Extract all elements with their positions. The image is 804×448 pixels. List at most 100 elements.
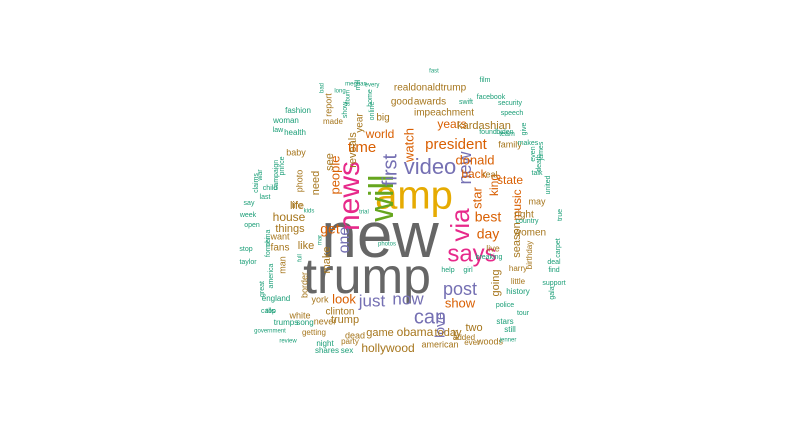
word-world: world [365, 127, 395, 141]
word-girl: girl [463, 267, 473, 274]
word-kardashian: kardashian [457, 120, 511, 132]
word-calls: calls [261, 308, 276, 315]
word-new: new [321, 199, 439, 271]
word-security: security [498, 100, 523, 107]
word-made: made [323, 117, 344, 126]
word-today: today [435, 327, 462, 339]
word-woman: woman [272, 116, 299, 125]
word-support: support [542, 280, 565, 287]
word-trial: trial [359, 210, 369, 216]
word-man: man [277, 256, 287, 274]
word-realdonaldtrump: realdonaldtrump [394, 83, 467, 94]
word-shares: shares [315, 346, 339, 355]
word-mill: mill [355, 79, 362, 90]
word-love: love [432, 312, 448, 338]
word-party: party [341, 337, 359, 346]
word-say: say [244, 200, 255, 207]
word-america: america [268, 263, 275, 288]
word-report: report [323, 93, 333, 117]
word-things: things [275, 223, 305, 235]
word-show: show [342, 101, 349, 118]
word-child: child [263, 185, 278, 192]
word-deal: deal [547, 259, 561, 266]
word-need: need [310, 171, 322, 195]
word-two: two [465, 322, 482, 334]
word-show: show [445, 295, 476, 310]
word-good: good [391, 97, 413, 108]
word-former: former [265, 236, 272, 257]
word-state: state [497, 173, 523, 187]
word-photos: photos [378, 242, 396, 248]
word-awards: awards [414, 97, 446, 108]
word-via: via [445, 208, 475, 242]
word-talk: talk [532, 170, 543, 177]
word-dead: dead [345, 330, 365, 340]
word-reveals: reveals [347, 132, 359, 168]
word-last: last [260, 194, 271, 201]
word-trump: trump [303, 248, 431, 304]
word-set: set [451, 329, 460, 340]
word-night: night [316, 339, 334, 348]
word-family: family [498, 139, 522, 149]
word-white: white [288, 310, 310, 320]
word-team: team [499, 131, 515, 138]
word-sex: sex [341, 346, 353, 355]
word-online: online [369, 102, 376, 121]
word-meghan: meghan [345, 82, 367, 88]
word-campaign: campaign [273, 160, 280, 190]
word-says: says [447, 240, 496, 267]
word-china: china [265, 230, 272, 247]
word-home: home [367, 89, 374, 107]
word-right: right [514, 210, 534, 221]
word-life: life [292, 201, 303, 210]
word-find: find [548, 267, 559, 274]
word-found: found [479, 129, 497, 136]
word-women: women [513, 228, 546, 239]
word-still: still [504, 325, 516, 334]
word-king: king [487, 174, 501, 196]
word-song: song [296, 318, 313, 327]
word-amp: amp [375, 174, 453, 218]
word-president: president [425, 136, 488, 153]
word-government: government [254, 329, 286, 335]
word-see: see [324, 153, 336, 171]
word-real: real [482, 169, 497, 179]
word-birthday: birthday [525, 241, 534, 269]
word-first: first [379, 153, 401, 186]
word-even: even [530, 146, 537, 161]
word-years: years [437, 117, 466, 131]
word-bad: bad [320, 83, 326, 93]
word-year: year [355, 113, 366, 133]
word-want: want [269, 231, 290, 241]
word-album: album [346, 90, 352, 106]
word-look: look [332, 291, 356, 306]
word-border: border [299, 272, 309, 298]
word-season: season [511, 222, 523, 257]
word-every: every [365, 83, 380, 89]
word-makes: makes [518, 140, 539, 147]
word-stop: stop [239, 246, 252, 253]
word-news: news [333, 161, 366, 231]
word-game: game [366, 327, 394, 339]
word-facebook: facebook [477, 94, 506, 101]
word-day: day [477, 226, 500, 242]
word-photo: photo [294, 170, 304, 193]
word-week: week [239, 212, 257, 219]
word-fast: fast [429, 69, 439, 75]
word-kids: kids [304, 209, 315, 215]
word-york: york [311, 294, 329, 304]
word-watch: watch [401, 128, 416, 163]
word-long: long [334, 89, 345, 95]
word-review: review [279, 339, 297, 345]
word-baby: baby [286, 147, 306, 157]
word-now: now [392, 289, 424, 308]
word-live: live [486, 243, 500, 253]
word-true: true [557, 209, 564, 221]
word-swift: swift [459, 99, 473, 106]
word-added: added [453, 333, 475, 342]
word-fashion: fashion [285, 106, 311, 115]
word-health: health [284, 128, 306, 137]
word-time: time [348, 139, 376, 156]
word-never: never [314, 316, 337, 326]
word-getting: getting [302, 328, 326, 337]
